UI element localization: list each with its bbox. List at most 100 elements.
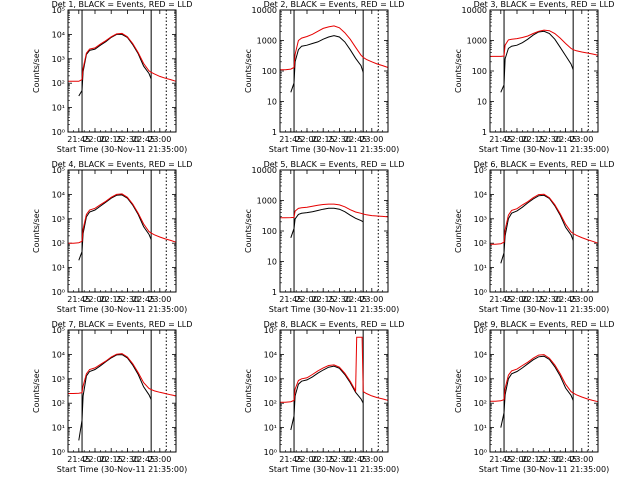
series-lld [490,354,599,403]
x-tick-label: 22:45 [554,135,577,144]
y-tick-label: 10000 [252,6,277,15]
plot-frame [67,329,177,453]
x-tick-label: 22:15 [522,135,545,144]
plot-frame [279,9,389,133]
y-tick-label: 10⁴ [52,190,65,199]
y-axis-label: Counts/sec [244,49,253,93]
x-tick-label: 22:00 [505,295,528,304]
series-events [290,365,364,431]
x-tick-label: 22:45 [344,295,367,304]
y-tick-label: 10² [474,399,487,408]
x-tick-label: 22:00 [83,455,106,464]
x-tick-label: 23:00 [360,135,383,144]
panel-det-8: Det 8, BLACK = Events, RED = LLD Counts/s… [244,320,404,474]
x-tick-label: 22:30 [328,455,351,464]
x-tick-label: 22:30 [538,295,561,304]
y-tick-label: 10¹ [52,264,65,273]
y-tick-label: 10² [52,239,65,248]
x-tick-label: 22:45 [344,135,367,144]
x-tick-label: 21:45 [489,135,512,144]
series-lld [490,193,599,245]
series-lld [68,353,177,397]
x-tick-label: 22:45 [132,455,155,464]
y-tick-label: 10000 [462,6,487,15]
x-axis-label: Start Time (30-Nov-11 21:35:00) [479,465,609,474]
panel-det-4: Det 4, BLACK = Events, RED = LLD Counts/s… [32,160,192,314]
x-tick-label: 22:00 [83,295,106,304]
y-tick-label: 10⁴ [474,190,487,199]
plot-frame [279,329,389,453]
series-events [78,33,152,97]
x-tick-label: 22:15 [100,295,123,304]
x-tick-label: 21:45 [279,455,302,464]
x-axis-label: Start Time (30-Nov-11 21:35:00) [269,465,399,474]
y-tick-label: 10⁴ [264,350,277,359]
series-lld [280,336,389,403]
x-tick-label: 22:00 [295,135,318,144]
panel-det-6: Det 6, BLACK = Events, RED = LLD Counts/s… [454,160,614,314]
y-axis-label: Counts/sec [454,49,463,93]
x-tick-label: 22:15 [312,295,335,304]
y-tick-label: 1 [482,128,487,137]
panel-title: Det 4, BLACK = Events, RED = LLD [52,160,193,169]
y-tick-label: 10 [477,98,487,107]
panel-det-5: Det 5, BLACK = Events, RED = LLD Counts/s… [244,160,404,314]
panel-title: Det 8, BLACK = Events, RED = LLD [264,320,405,329]
series-lld [280,25,389,71]
y-tick-label: 1 [272,288,277,297]
y-tick-label: 100 [262,227,277,236]
series-events [500,355,574,428]
y-tick-label: 10¹ [264,424,277,433]
y-tick-label: 10⁵ [52,166,65,175]
panel-det-9: Det 9, BLACK = Events, RED = LLD Counts/s… [454,320,614,474]
x-axis-label: Start Time (30-Nov-11 21:35:00) [57,145,187,154]
x-tick-label: 21:45 [67,455,90,464]
x-tick-label: 23:00 [360,455,383,464]
y-tick-label: 10¹ [474,424,487,433]
plot-frame [489,329,599,453]
x-tick-label: 22:15 [100,455,123,464]
series-events [290,207,364,238]
y-tick-label: 10⁵ [52,326,65,335]
x-tick-label: 22:30 [116,455,139,464]
y-tick-label: 10⁰ [474,448,487,457]
x-tick-label: 23:00 [148,455,171,464]
plot-frame [67,169,177,293]
panel-title: Det 1, BLACK = Events, RED = LLD [52,0,193,9]
y-tick-label: 10 [267,98,277,107]
x-axis-label: Start Time (30-Nov-11 21:35:00) [479,145,609,154]
panel-title: Det 9, BLACK = Events, RED = LLD [474,320,615,329]
x-tick-label: 21:45 [279,135,302,144]
y-tick-label: 10⁰ [264,448,277,457]
panel-title: Det 5, BLACK = Events, RED = LLD [264,160,405,169]
panel-det-2: Det 2, BLACK = Events, RED = LLD Counts/s… [244,0,404,154]
panel-title: Det 6, BLACK = Events, RED = LLD [474,160,615,169]
y-tick-label: 10⁰ [52,288,65,297]
x-tick-label: 22:45 [132,295,155,304]
x-tick-label: 21:45 [489,455,512,464]
y-tick-label: 100 [472,67,487,76]
x-tick-label: 22:30 [328,135,351,144]
y-tick-label: 10⁵ [474,166,487,175]
series-lld [68,193,177,244]
series-events [500,194,574,264]
x-tick-label: 21:45 [67,135,90,144]
y-tick-label: 1000 [257,197,277,206]
y-axis-label: Counts/sec [454,209,463,253]
y-tick-label: 100 [262,67,277,76]
x-axis-label: Start Time (30-Nov-11 21:35:00) [269,305,399,314]
panel-det-7: Det 7, BLACK = Events, RED = LLD Counts/s… [32,320,192,474]
x-tick-label: 23:00 [570,455,593,464]
y-tick-label: 1 [272,128,277,137]
y-tick-label: 10² [52,399,65,408]
x-tick-label: 23:00 [148,135,171,144]
x-tick-label: 23:00 [148,295,171,304]
y-tick-label: 10² [264,399,277,408]
x-tick-label: 22:15 [100,135,123,144]
y-tick-label: 1000 [257,37,277,46]
y-tick-label: 10⁵ [264,326,277,335]
plot-frame [489,9,599,133]
panel-title: Det 2, BLACK = Events, RED = LLD [264,0,405,9]
y-tick-label: 10² [474,239,487,248]
